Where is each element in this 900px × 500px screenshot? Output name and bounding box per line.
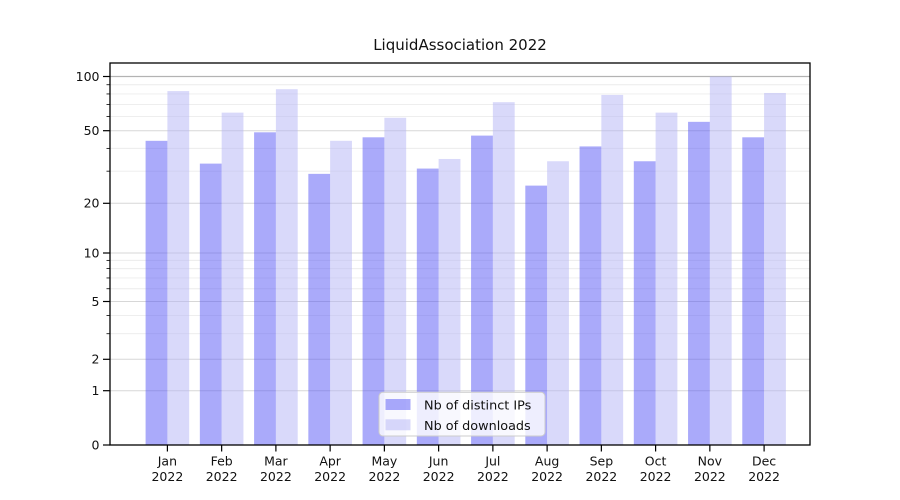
x-tick-label-apr: Apr 2022 xyxy=(314,454,346,485)
x-tick-label-dec: Dec 2022 xyxy=(748,454,780,485)
bar-nb-of-distinct-ips-feb xyxy=(199,163,222,446)
x-tick-label-mar: Mar 2022 xyxy=(260,454,292,485)
x-tick-label-jul: Jul 2022 xyxy=(477,454,509,485)
x-tick-label-feb: Feb 2022 xyxy=(206,454,238,485)
legend-label-downloads: Nb of downloads xyxy=(424,419,531,434)
bar-nb-of-downloads-mar xyxy=(275,89,298,446)
bar-nb-of-distinct-ips-aug xyxy=(525,185,548,445)
x-tick-label-sep: Sep 2022 xyxy=(585,454,617,485)
bar-nb-of-downloads-may xyxy=(384,117,407,445)
bar-nb-of-downloads-nov xyxy=(709,76,732,445)
chart-title: LiquidAssociation 2022 xyxy=(373,36,547,54)
legend-box xyxy=(378,391,546,437)
y-tick-label-10: 10 xyxy=(84,245,100,260)
plot-border xyxy=(109,62,811,446)
bar-nb-of-distinct-ips-oct xyxy=(633,161,656,445)
bar-nb-of-downloads-sep xyxy=(601,94,624,445)
bar-nb-of-distinct-ips-nov xyxy=(688,121,710,445)
bar-nb-of-distinct-ips-may xyxy=(362,137,385,446)
y-tick-label-5: 5 xyxy=(92,294,100,309)
x-tick-label-oct: Oct 2022 xyxy=(640,454,672,485)
bar-nb-of-downloads-jun xyxy=(438,158,461,445)
x-axis: Jan 2022 Feb 2022 Mar 2022 Apr 2022 May 2022 Jun 20… xyxy=(151,445,780,484)
x-tick-label-jan: Jan 2022 xyxy=(151,454,183,485)
bar-nb-of-distinct-ips-jul xyxy=(471,135,493,445)
bar-nb-of-distinct-ips-jan xyxy=(145,140,168,445)
legend-swatch-distinct-ips xyxy=(385,399,411,410)
y-tick-label-1: 1 xyxy=(92,383,100,398)
bar-nb-of-distinct-ips-sep xyxy=(579,146,602,445)
bar-nb-of-downloads-aug xyxy=(547,161,569,445)
y-tick-label-50: 50 xyxy=(84,123,100,138)
legend-label-distinct-ips: Nb of distinct IPs xyxy=(424,399,532,414)
y-tick-label-100: 100 xyxy=(76,69,100,84)
bar-nb-of-distinct-ips-jun xyxy=(416,168,439,445)
bar-nb-of-distinct-ips-apr xyxy=(308,173,331,445)
bar-nb-of-distinct-ips-mar xyxy=(254,132,276,445)
y-tick-label-2: 2 xyxy=(92,352,100,367)
x-tick-label-may: May 2022 xyxy=(368,454,400,485)
bar-nb-of-downloads-oct xyxy=(655,112,678,446)
y-axis: 0 1 2 5 10 20 50 100 xyxy=(76,69,110,452)
bar-nb-of-downloads-apr xyxy=(330,140,352,445)
x-tick-label-jun: Jun 2022 xyxy=(423,454,455,485)
bar-nb-of-distinct-ips-dec xyxy=(742,137,765,446)
bar-nb-of-downloads-jul xyxy=(492,102,515,445)
legend: Nb of distinct IPs Nb of downloads xyxy=(378,391,546,437)
y-tick-label-0: 0 xyxy=(92,437,100,452)
bar-nb-of-downloads-feb xyxy=(221,112,244,446)
x-tick-label-aug: Aug 2022 xyxy=(531,454,563,485)
legend-swatch-downloads xyxy=(385,419,411,431)
bars xyxy=(145,76,786,446)
bar-nb-of-downloads-jan xyxy=(167,91,190,445)
y-tick-label-20: 20 xyxy=(84,196,100,211)
x-tick-label-nov: Nov 2022 xyxy=(694,454,726,485)
bar-nb-of-downloads-dec xyxy=(764,92,786,445)
